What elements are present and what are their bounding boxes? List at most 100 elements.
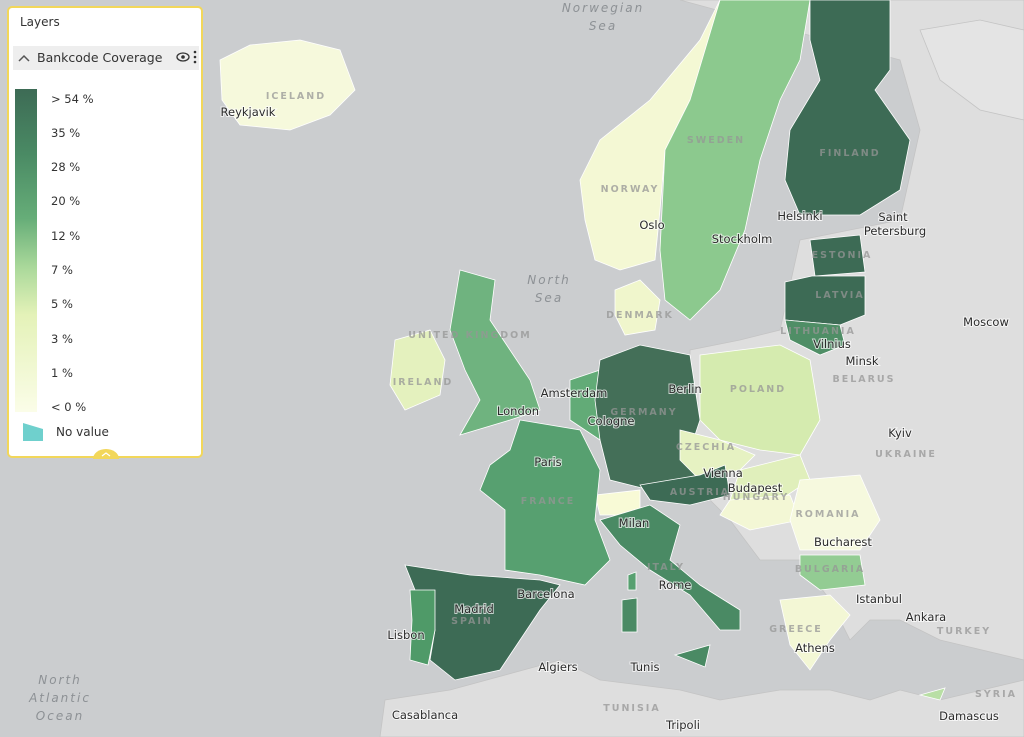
country-shape <box>673 644 711 668</box>
city-label: London <box>497 404 539 418</box>
country-label: AUSTRIA <box>670 487 730 498</box>
country-label: TURKEY <box>937 626 991 637</box>
country-shape <box>799 554 866 591</box>
legend-label: 3 % <box>51 332 73 346</box>
city-label: Barcelona <box>517 587 574 601</box>
sea-label: Sea <box>535 291 563 305</box>
country-shape <box>389 329 446 411</box>
city-label: Bucharest <box>814 535 872 549</box>
city-label: Lisbon <box>387 628 424 642</box>
country-label: GREECE <box>769 624 823 635</box>
sea-label: Norwegian <box>562 1 644 15</box>
country-shape <box>449 269 541 436</box>
legend-label: 35 % <box>51 126 81 140</box>
legend-label: 20 % <box>51 194 81 208</box>
city-label: Oslo <box>639 218 664 232</box>
city-label: Reykjavik <box>221 105 276 119</box>
city-label: Petersburg <box>864 224 926 238</box>
country-shape <box>219 39 356 131</box>
legend-gradient <box>15 89 37 412</box>
country-label: ESTONIA <box>812 250 873 261</box>
city-label: Milan <box>619 516 650 530</box>
country-label: DENMARK <box>606 310 674 321</box>
legend-label: 12 % <box>51 229 81 243</box>
country-label: NORWAY <box>601 184 660 195</box>
city-label: Berlin <box>668 382 701 396</box>
country-shape <box>809 234 866 277</box>
country-shape <box>621 597 638 633</box>
country-shape <box>599 504 741 631</box>
sea-label: North <box>38 673 82 687</box>
city-label: Amsterdam <box>541 386 608 400</box>
city-label: Madrid <box>454 602 494 616</box>
no-value-swatch <box>23 423 43 441</box>
legend-label: > 54 % <box>51 92 94 106</box>
legend-label: < 0 % <box>51 400 87 414</box>
city-label: Helsinki <box>777 209 822 223</box>
city-label: Paris <box>534 455 561 469</box>
sea-label: Ocean <box>36 709 84 723</box>
country-shape <box>659 0 811 321</box>
country-label: GERMANY <box>610 407 677 418</box>
country-label: HUNGARY <box>723 492 789 503</box>
city-label: Stockholm <box>712 232 773 246</box>
country-label: LITHUANIA <box>780 326 856 337</box>
city-label: Istanbul <box>856 592 902 606</box>
country-shape <box>639 464 731 506</box>
city-label: Ankara <box>906 610 946 624</box>
country-label: IRELAND <box>393 377 454 388</box>
country-label: SYRIA <box>975 689 1017 700</box>
city-label: Vilnius <box>813 337 851 351</box>
country-shape <box>918 687 946 701</box>
city-label: Vienna <box>703 466 743 480</box>
layer-icons <box>18 50 197 64</box>
country-label: ITALY <box>647 562 685 573</box>
country-shape <box>614 279 661 336</box>
city-label: Budapest <box>728 481 783 495</box>
country-shape <box>784 319 846 356</box>
country-shape <box>719 494 801 531</box>
country-label: ROMANIA <box>795 509 860 520</box>
city-label: Tunis <box>629 660 659 674</box>
sea-label: North <box>527 273 571 287</box>
country-shape <box>409 589 436 666</box>
city-label: Tripoli <box>665 718 700 732</box>
country-label: BULGARIA <box>795 564 865 575</box>
layer-name: Bankcode Coverage <box>37 50 163 65</box>
country-shape <box>789 474 881 551</box>
city-label: Algiers <box>538 660 577 674</box>
legend-label: 5 % <box>51 297 73 311</box>
collapse-handle[interactable] <box>93 449 119 459</box>
sea-label: Sea <box>589 19 617 33</box>
panel-title: Layers <box>20 15 60 29</box>
country-label: FRANCE <box>521 496 576 507</box>
land <box>919 19 1024 121</box>
country-label: CZECHIA <box>676 442 736 453</box>
country-label: FINLAND <box>819 148 880 159</box>
country-label: LATVIA <box>815 290 864 301</box>
city-label: Damascus <box>939 709 999 723</box>
city-label: Saint <box>878 210 908 224</box>
country-shape <box>784 0 911 216</box>
layer-row[interactable]: Bankcode Coverage <box>13 46 199 70</box>
country-label: TUNISIA <box>603 703 660 714</box>
country-shape <box>729 454 811 501</box>
layers-panel: Layers Bankcode Coverage > 54 % 35 % 28 % 2… <box>7 6 203 459</box>
city-label: Cologne <box>588 414 635 428</box>
country-label: UKRAINE <box>875 449 937 460</box>
city-label: Casablanca <box>392 708 458 722</box>
sea-label: Atlantic <box>28 691 91 705</box>
country-shape <box>627 571 637 591</box>
country-label: SWEDEN <box>687 135 745 146</box>
no-value-label: No value <box>56 425 109 439</box>
legend-label: 28 % <box>51 160 81 174</box>
legend-label: 1 % <box>51 366 73 380</box>
country-label: UNITED KINGDOM <box>408 330 531 341</box>
city-label: Athens <box>795 641 835 655</box>
city-label: Kyiv <box>888 426 912 440</box>
city-label: Moscow <box>963 315 1009 329</box>
city-label: Rome <box>659 578 692 592</box>
country-label: BELARUS <box>832 374 895 385</box>
